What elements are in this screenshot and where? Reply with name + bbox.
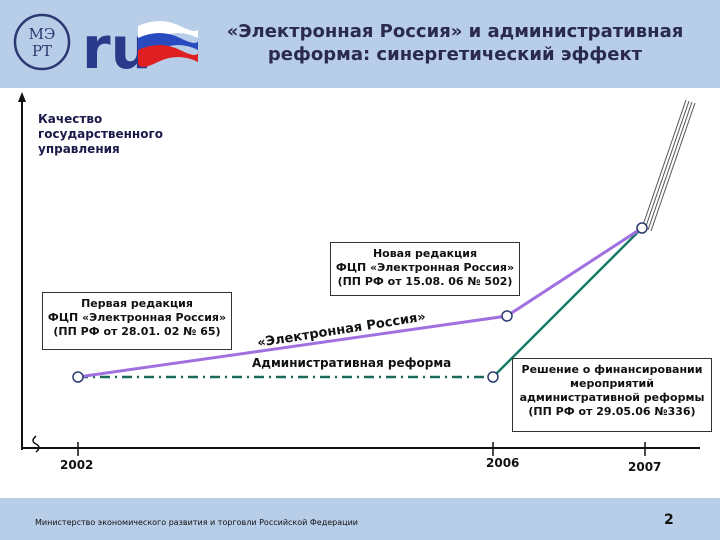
x-tick-label-2007: 2007 (628, 460, 662, 474)
header-bar (0, 0, 720, 88)
page-number: 2 (664, 512, 674, 528)
title-line-1: «Электронная Россия» и административная (226, 21, 684, 42)
adm-reform-line (492, 227, 643, 378)
adm-reform-label: Административная реформа (252, 356, 452, 370)
point-reform-2006 (487, 371, 499, 383)
page-title: «Электронная Россия» и административная … (205, 20, 705, 66)
annotation-line: ФЦП «Электронная Россия» (47, 311, 227, 324)
annotation-line: Новая редакция (372, 247, 478, 260)
ru-flag-logo-icon: ru (82, 14, 199, 74)
point-erussia-2006 (501, 310, 513, 322)
annotation-line: (ПП РФ от 15.08. 06 № 502) (337, 275, 513, 288)
point-2007 (636, 222, 648, 234)
x-tick-label-2006: 2006 (486, 456, 520, 470)
footer-text: Министерство экономического развития и т… (35, 518, 358, 527)
annotation-box-2002: Первая редакция ФЦП «Электронная Россия»… (42, 292, 232, 350)
footer-bar (0, 498, 720, 540)
annotation-box-2006-erussia: Новая редакция ФЦП «Электронная Россия» … (330, 242, 520, 296)
y-axis-label: Качество государственного управления (38, 112, 163, 156)
annotation-line: ФЦП «Электронная Россия» (335, 261, 515, 274)
annotation-line: административной реформы (519, 391, 705, 404)
growth-arrow (641, 99, 696, 232)
logo-mark-top: МЭ (29, 25, 56, 43)
annotation-line: Решение о финансировании (521, 363, 703, 376)
point-2002 (72, 371, 84, 383)
annotation-line: (ПП РФ от 28.01. 02 № 65) (53, 325, 221, 338)
title-line-2: реформа: синергетический эффект (267, 44, 643, 65)
annotation-box-2006-reform: Решение о финансировании мероприятий адм… (512, 358, 712, 432)
y-axis-arrow (18, 92, 26, 102)
ministry-logo-icon: МЭ РТ (13, 13, 71, 71)
annotation-line: мероприятий (570, 377, 654, 390)
x-tick-label-2002: 2002 (60, 458, 94, 472)
annotation-line: (ПП РФ от 29.05.06 №336) (528, 405, 696, 418)
annotation-line: Первая редакция (81, 297, 193, 310)
logo-mark-bottom: РТ (32, 42, 52, 60)
axis-break-icon (32, 435, 40, 453)
